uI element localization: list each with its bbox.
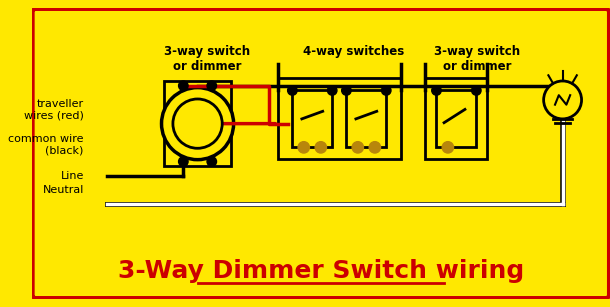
Circle shape: [173, 99, 222, 148]
Circle shape: [298, 142, 309, 153]
Circle shape: [179, 81, 188, 91]
Circle shape: [381, 86, 391, 95]
Text: Line: Line: [60, 171, 84, 181]
Text: 3-Way Dimmer Switch wiring: 3-Way Dimmer Switch wiring: [118, 258, 524, 283]
Text: 4-way switches: 4-way switches: [303, 45, 404, 58]
Circle shape: [352, 142, 364, 153]
FancyBboxPatch shape: [278, 78, 401, 159]
Circle shape: [207, 81, 217, 91]
FancyBboxPatch shape: [292, 91, 332, 147]
FancyBboxPatch shape: [346, 91, 386, 147]
Circle shape: [328, 86, 337, 95]
Circle shape: [544, 81, 581, 119]
Circle shape: [162, 87, 234, 160]
Circle shape: [207, 157, 217, 166]
Circle shape: [288, 86, 297, 95]
Text: 3-way switch
or dimmer: 3-way switch or dimmer: [434, 45, 520, 73]
Circle shape: [432, 86, 441, 95]
Circle shape: [442, 142, 454, 153]
Circle shape: [315, 142, 326, 153]
Text: 3-way switch
or dimmer: 3-way switch or dimmer: [164, 45, 250, 73]
Text: common wire
(black): common wire (black): [9, 134, 84, 155]
Circle shape: [179, 157, 188, 166]
Circle shape: [472, 86, 481, 95]
Circle shape: [369, 142, 381, 153]
Text: traveller
wires (red): traveller wires (red): [24, 99, 84, 120]
FancyBboxPatch shape: [425, 78, 487, 159]
Text: Neutral: Neutral: [43, 185, 84, 195]
FancyBboxPatch shape: [437, 91, 476, 147]
Circle shape: [342, 86, 351, 95]
FancyBboxPatch shape: [32, 9, 609, 298]
FancyBboxPatch shape: [164, 81, 231, 166]
